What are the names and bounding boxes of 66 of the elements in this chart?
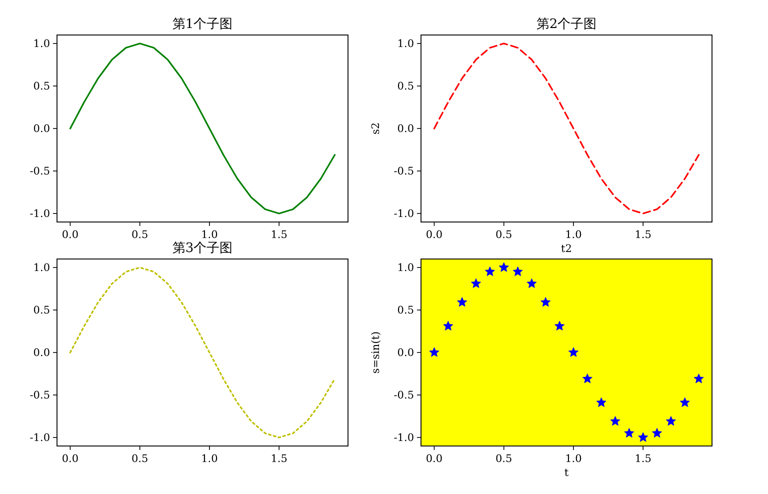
- point: [610, 416, 620, 426]
- point: [638, 432, 648, 442]
- y-tick-label: -1.0: [394, 432, 414, 444]
- y-tick-label: 0.0: [33, 347, 50, 359]
- x-tick-label: 1.5: [634, 229, 652, 241]
- x-tick-label: 0.0: [62, 453, 79, 465]
- x-tick-label: 0.5: [131, 453, 148, 465]
- y-tick-label: -1.0: [394, 208, 414, 220]
- x-tick-label: 1.0: [565, 453, 582, 465]
- point: [484, 266, 495, 276]
- y-tick-label: -0.5: [30, 390, 50, 402]
- point: [470, 278, 481, 288]
- x-tick-label: 0.5: [495, 453, 512, 465]
- y-tick-label: 1.0: [397, 38, 414, 50]
- point: [457, 297, 468, 307]
- y-tick-label: 0.0: [397, 123, 414, 135]
- x-tick-label: 0.0: [426, 453, 443, 465]
- y-tick-label: 0.0: [33, 123, 50, 135]
- y-axis-title: s2: [370, 122, 382, 135]
- y-tick-label: -0.5: [30, 166, 50, 178]
- y-tick-label: 0.5: [33, 80, 50, 92]
- point: [512, 266, 523, 276]
- point: [429, 347, 440, 357]
- point: [554, 320, 565, 330]
- line-series: [69, 42, 336, 214]
- x-tick-label: 0.0: [62, 229, 79, 241]
- y-tick-label: -0.5: [394, 166, 414, 178]
- x-tick-label: 0.5: [131, 229, 148, 241]
- y-tick-label: 0.5: [33, 304, 50, 316]
- point: [652, 428, 662, 438]
- chart-title: 第3个子图: [172, 241, 233, 256]
- y-tick-label: -1.0: [30, 208, 50, 220]
- point: [666, 416, 676, 426]
- y-tick-label: 0.5: [397, 80, 414, 92]
- y-tick-label: -0.5: [394, 390, 414, 402]
- point: [694, 374, 704, 384]
- point: [596, 397, 606, 407]
- x-tick-label: 1.0: [565, 229, 582, 241]
- x-tick-label: 1.0: [201, 453, 218, 465]
- x-tick-label: 1.5: [634, 453, 652, 465]
- x-tick-label: 0.0: [426, 229, 443, 241]
- y-tick-label: 0.0: [397, 347, 414, 359]
- line-series: [433, 42, 700, 214]
- x-tick-label: 1.5: [270, 453, 288, 465]
- point: [498, 262, 509, 272]
- x-tick-label: 1.0: [201, 229, 218, 241]
- point: [568, 347, 578, 357]
- chart-title: 第1个子图: [172, 17, 233, 32]
- x-tick-label: 0.5: [495, 229, 512, 241]
- line-series: [69, 266, 336, 438]
- y-tick-label: 0.5: [397, 304, 414, 316]
- point: [526, 278, 537, 288]
- point: [582, 374, 592, 384]
- x-axis-title: t: [564, 467, 570, 479]
- chart-title: 第2个子图: [536, 17, 597, 32]
- y-tick-label: 1.0: [33, 262, 50, 274]
- x-axis-title: t2: [561, 243, 572, 255]
- point: [624, 428, 634, 438]
- point: [443, 320, 454, 330]
- y-tick-label: 1.0: [33, 38, 50, 50]
- point: [680, 397, 690, 407]
- y-axis-title: s=sin(t): [370, 331, 382, 374]
- point: [540, 297, 551, 307]
- y-tick-label: 1.0: [397, 262, 414, 274]
- y-tick-label: -1.0: [30, 432, 50, 444]
- x-tick-label: 1.5: [270, 229, 288, 241]
